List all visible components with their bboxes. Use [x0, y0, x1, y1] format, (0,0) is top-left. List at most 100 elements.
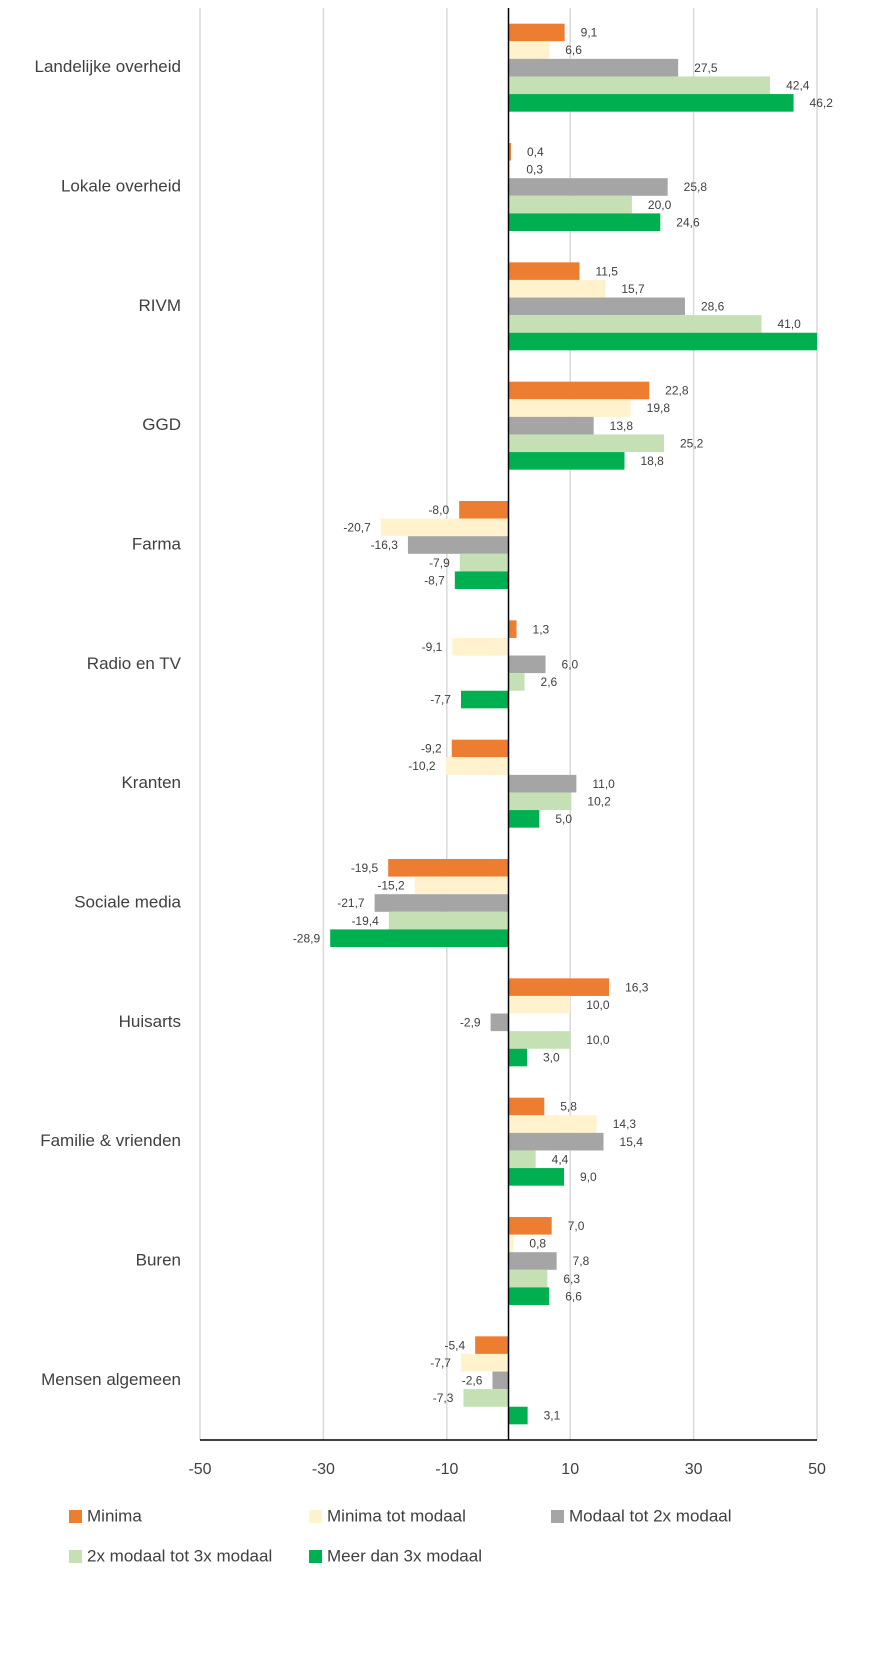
bar: [508, 381, 650, 400]
bar: [454, 571, 509, 589]
bar: [508, 1217, 552, 1235]
data-label: 2,6: [541, 675, 558, 689]
data-label: -16,3: [371, 538, 399, 552]
bar: [508, 178, 668, 196]
data-label: 5,8: [560, 1100, 577, 1114]
bar: [508, 1115, 597, 1133]
data-label: 16,3: [625, 980, 649, 994]
data-label: 25,8: [684, 180, 708, 194]
bar: [508, 262, 580, 280]
bar: [508, 655, 546, 674]
bar: [388, 911, 509, 930]
data-label: 5,0: [555, 812, 572, 826]
bar: [508, 213, 661, 231]
data-label: -7,7: [430, 1356, 451, 1370]
category-label: Familie & vrienden: [40, 1131, 181, 1150]
x-tick-label: 30: [685, 1461, 703, 1478]
bar: [508, 58, 679, 77]
data-label: -10,2: [408, 759, 436, 773]
bar: [508, 978, 610, 996]
data-label: 42,4: [786, 78, 810, 92]
category-label: Radio en TV: [87, 654, 182, 673]
bar: [508, 23, 565, 42]
bar: [463, 1389, 509, 1407]
data-label: 11,0: [592, 777, 615, 791]
data-label: -21,7: [337, 896, 365, 910]
bar: [508, 1168, 565, 1186]
data-label: -28,9: [293, 931, 321, 945]
bar: [380, 518, 509, 537]
legend-swatch: [69, 1510, 82, 1523]
legend-label: Minima tot modaal: [327, 1506, 466, 1525]
bar: [459, 553, 509, 572]
data-label: -7,3: [433, 1391, 454, 1405]
x-tick-label: -30: [312, 1461, 335, 1478]
bar: [508, 452, 625, 470]
data-label: 28,6: [701, 300, 725, 314]
data-label: 0,3: [526, 163, 543, 177]
data-label: 3,0: [543, 1051, 560, 1065]
bar: [492, 1371, 509, 1390]
data-label: -7,9: [429, 556, 450, 570]
category-label: Sociale media: [74, 892, 181, 911]
bar: [374, 894, 509, 912]
data-label: -2,9: [460, 1016, 481, 1030]
x-tick-label: -50: [188, 1461, 211, 1478]
bar: [508, 1048, 528, 1067]
category-label: RIVM: [139, 296, 182, 315]
bar: [508, 279, 606, 298]
bar: [508, 195, 632, 214]
bar: [508, 416, 594, 435]
bar: [508, 1097, 545, 1116]
bar: [388, 859, 509, 877]
bar: [508, 1252, 557, 1270]
bar: [460, 1353, 509, 1372]
bar: [508, 1132, 604, 1151]
bar: [508, 1287, 550, 1305]
bar: [508, 792, 572, 811]
x-tick-label: -10: [435, 1461, 458, 1478]
bar: [330, 929, 509, 947]
data-label: -20,7: [343, 521, 371, 535]
data-label: 6,0: [562, 658, 579, 672]
data-label: 19,8: [647, 401, 671, 415]
category-label: Farma: [132, 534, 182, 553]
bar: [508, 1234, 514, 1253]
category-label: Kranten: [121, 773, 181, 792]
legend-label: Meer dan 3x modaal: [327, 1546, 482, 1565]
legend-swatch: [69, 1550, 82, 1563]
bar: [508, 1406, 528, 1425]
bar: [451, 739, 509, 758]
data-label: 27,5: [694, 61, 718, 75]
data-label: 3,1: [544, 1409, 561, 1423]
data-label: 15,4: [620, 1135, 644, 1149]
data-label: -9,2: [421, 742, 442, 756]
bar: [414, 876, 509, 895]
category-label: Buren: [136, 1250, 181, 1269]
legend-swatch: [551, 1510, 564, 1523]
data-label: 6,3: [563, 1272, 580, 1286]
bar: [508, 434, 664, 453]
data-label: 0,8: [529, 1237, 546, 1251]
bar: [508, 94, 794, 112]
bar: [445, 757, 509, 775]
data-label: 41,0: [777, 317, 801, 331]
x-tick-label: 10: [561, 1461, 579, 1478]
data-label: -9,1: [422, 640, 443, 654]
bar: [508, 332, 817, 351]
bar: [508, 41, 550, 59]
bar: [508, 399, 631, 417]
data-label: 22,8: [665, 384, 689, 398]
data-label: 13,8: [610, 419, 634, 433]
x-tick-label: 50: [808, 1461, 826, 1478]
data-label: 10,2: [587, 794, 611, 808]
bar: [407, 536, 509, 554]
data-label: -8,7: [424, 573, 445, 587]
bar: [508, 620, 517, 638]
bar: [460, 690, 509, 709]
legend-swatch: [309, 1510, 322, 1523]
data-label: 6,6: [565, 1289, 582, 1303]
category-label: Landelijke overheid: [35, 57, 182, 76]
data-label: 0,4: [527, 145, 544, 159]
